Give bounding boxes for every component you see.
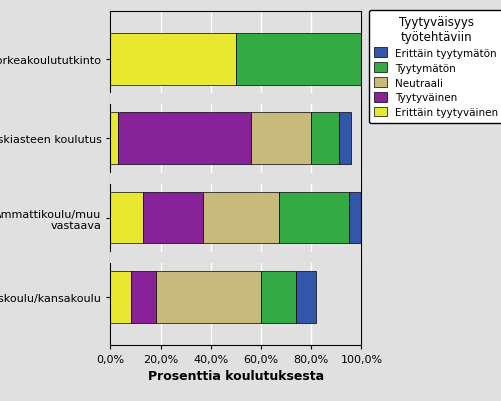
Legend: Erittäin tyytymätön, Tyytymätön, Neutraali, Tyytyväinen, Erittäin tyytyväinen: Erittäin tyytymätön, Tyytymätön, Neutraa… [368, 10, 501, 123]
Bar [110, 271, 130, 323]
Bar [155, 271, 261, 323]
Bar [130, 271, 155, 323]
Bar [110, 34, 235, 85]
X-axis label: Prosenttia koulutuksesta: Prosenttia koulutuksesta [148, 369, 323, 382]
Bar [278, 192, 348, 244]
Bar [118, 113, 250, 164]
Bar [261, 271, 296, 323]
Bar [110, 192, 143, 244]
Bar [348, 192, 361, 244]
Bar [338, 113, 351, 164]
Bar [250, 113, 311, 164]
Bar [143, 192, 203, 244]
Bar [110, 113, 118, 164]
Bar [235, 34, 361, 85]
Bar [311, 113, 338, 164]
Bar [296, 271, 316, 323]
Bar [203, 192, 278, 244]
